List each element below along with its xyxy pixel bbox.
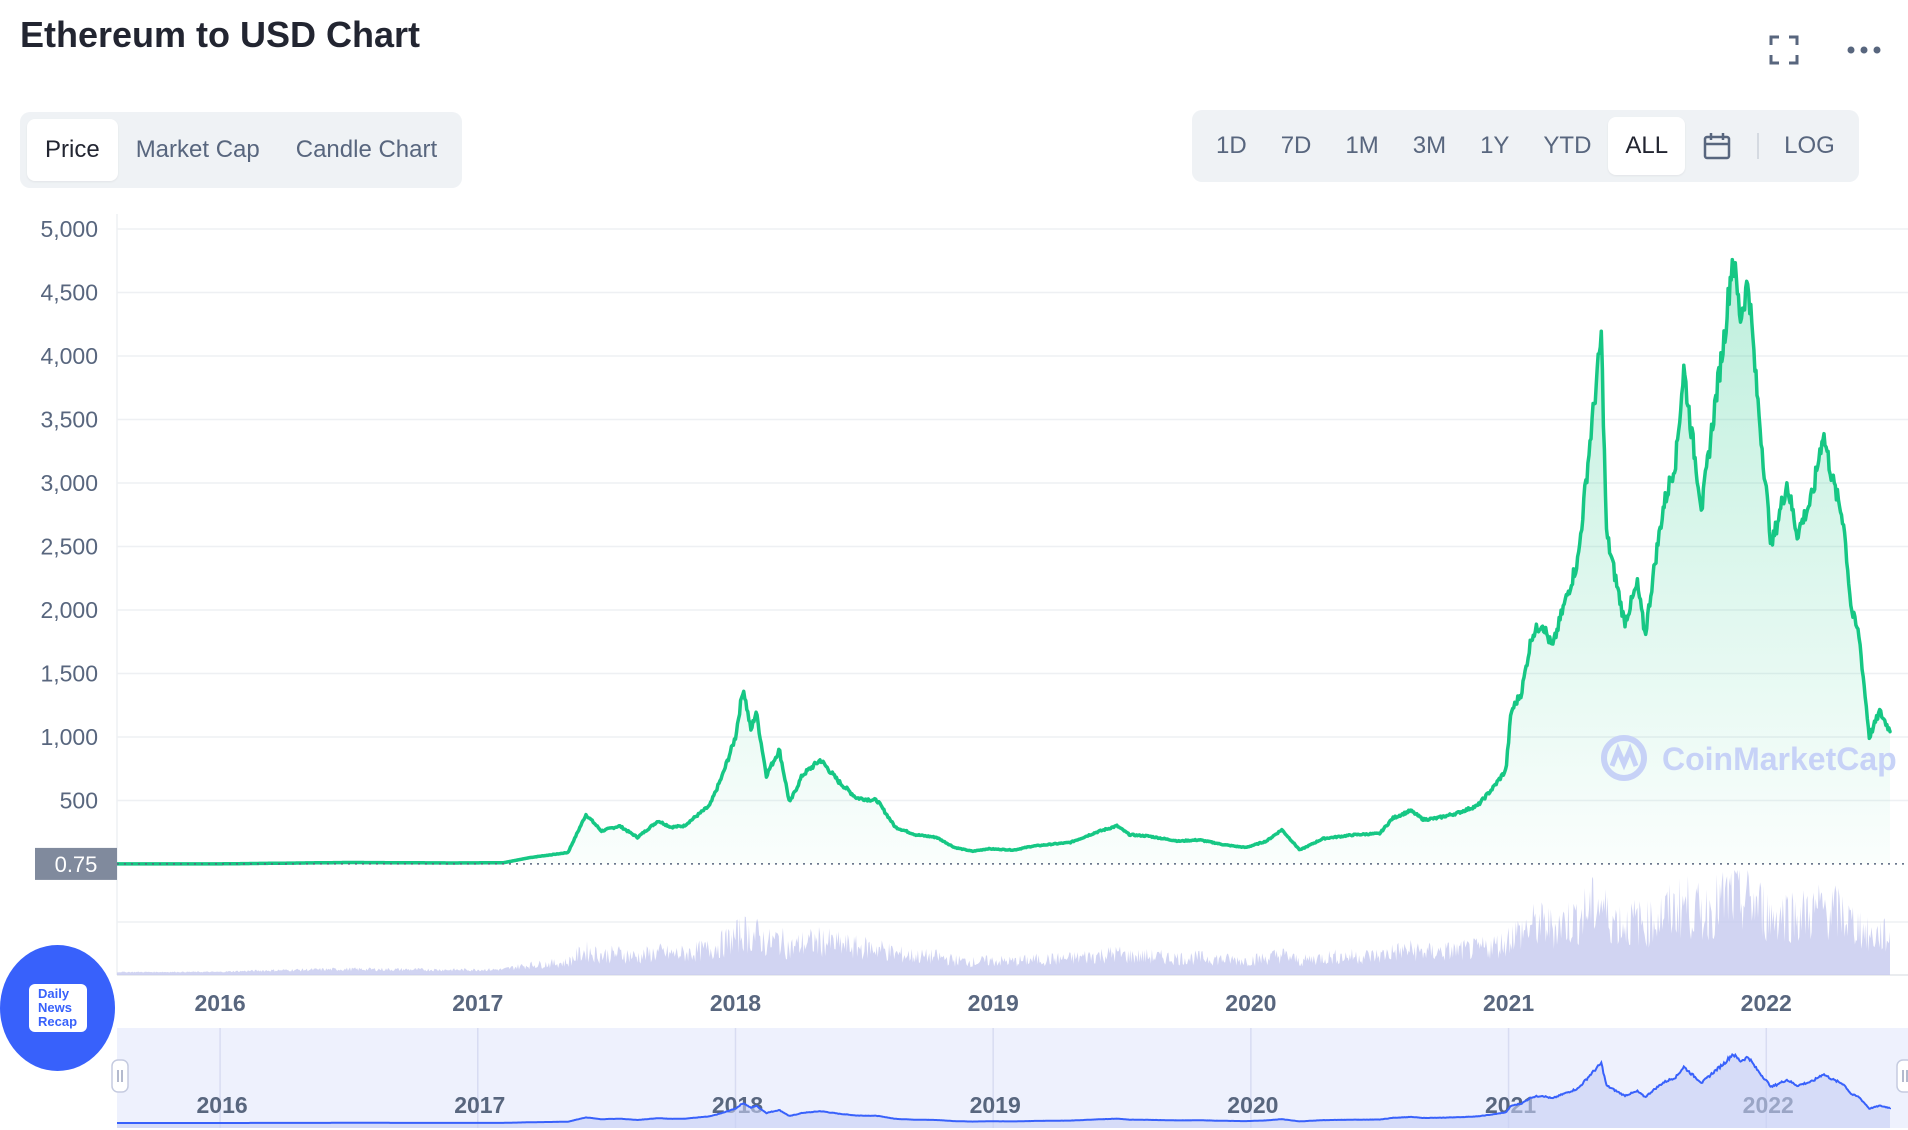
navigator-tick-label: 2016 — [196, 1092, 247, 1118]
x-tick-label: 2022 — [1741, 990, 1792, 1016]
tab-price[interactable]: Price — [27, 119, 118, 181]
y-tick-label: 3,000 — [40, 470, 98, 496]
range-3m-button[interactable]: 3M — [1412, 132, 1447, 159]
tab-candle-chart[interactable]: Candle Chart — [295, 136, 438, 163]
x-tick-label: 2019 — [968, 990, 1019, 1016]
y-tick-label: 1,500 — [40, 661, 98, 687]
divider — [1757, 133, 1760, 159]
range-1y-button[interactable]: 1Y — [1480, 132, 1510, 159]
range-1m-button[interactable]: 1M — [1345, 132, 1379, 159]
more-icon[interactable] — [1844, 30, 1884, 70]
daily-news-recap-badge[interactable]: Daily News Recap — [0, 945, 115, 1071]
navigator-tick-label: 2019 — [970, 1092, 1021, 1118]
logo-mark — [1609, 743, 1639, 771]
current-value-label: 0.75 — [55, 852, 98, 877]
y-tick-label: 3,500 — [40, 407, 98, 433]
x-tick-label: 2018 — [710, 990, 761, 1016]
x-axis-labels: 2016 2017 2018 2019 2020 2021 2022 — [194, 990, 1791, 1016]
fullscreen-icon[interactable] — [1764, 30, 1804, 70]
y-tick-label: 2,500 — [40, 534, 98, 560]
badge-text: Daily News Recap — [37, 986, 78, 1029]
current-value-marker: 0.75 — [35, 847, 1908, 880]
price-line — [116, 257, 1892, 866]
navigator-tick-label: 2020 — [1227, 1092, 1278, 1118]
log-scale-button[interactable]: LOG — [1784, 132, 1835, 159]
y-tick-label: 2,000 — [40, 597, 98, 623]
calendar-icon[interactable] — [1685, 117, 1749, 175]
price-area-fill — [117, 259, 1890, 865]
tab-market-cap[interactable]: Market Cap — [135, 136, 260, 163]
y-tick-label: 1,000 — [40, 724, 98, 750]
price-area — [117, 259, 1890, 865]
x-tick-label: 2020 — [1225, 990, 1276, 1016]
volume-area — [117, 870, 1890, 975]
watermark: CoinMarketCap — [1601, 735, 1897, 781]
y-tick-label: 5,000 — [40, 216, 98, 242]
navigator-tick-label: 2017 — [454, 1092, 505, 1118]
chart-type-tabs: Price Market Cap Candle Chart — [20, 112, 463, 188]
y-tick-label: 4,000 — [40, 343, 98, 369]
x-tick-label: 2021 — [1483, 990, 1534, 1016]
navigator-line — [117, 1052, 1891, 1124]
x-tick-label: 2016 — [194, 990, 245, 1016]
current-value-badge — [35, 847, 117, 880]
range-all-button[interactable]: ALL — [1608, 117, 1686, 175]
navigator-handle-left[interactable] — [111, 1059, 129, 1093]
watermark-text: CoinMarketCap — [1662, 741, 1897, 777]
page-title: Ethereum to USD Chart — [20, 14, 421, 55]
volume-bars — [117, 870, 1890, 975]
x-tick-label: 2017 — [452, 990, 503, 1016]
film-icon: Daily News Recap — [28, 984, 87, 1032]
range-1d-button[interactable]: 1D — [1216, 132, 1247, 159]
time-range-selector: 1D 7D 1M 3M 1Y YTD ALL LOG — [1192, 110, 1859, 182]
y-axis-labels: 5,000 4,500 4,000 3,500 3,000 2,500 2,000 1,500… — [40, 216, 98, 814]
navigator-area — [117, 1054, 1890, 1128]
y-tick-label: 4,500 — [40, 280, 98, 306]
y-tick-label: 500 — [60, 788, 98, 814]
price-series-line — [116, 257, 1892, 866]
coinmarketcap-logo-icon — [1601, 735, 1647, 781]
range-ytd-button[interactable]: YTD — [1543, 132, 1592, 159]
range-7d-button[interactable]: 7D — [1280, 132, 1312, 159]
